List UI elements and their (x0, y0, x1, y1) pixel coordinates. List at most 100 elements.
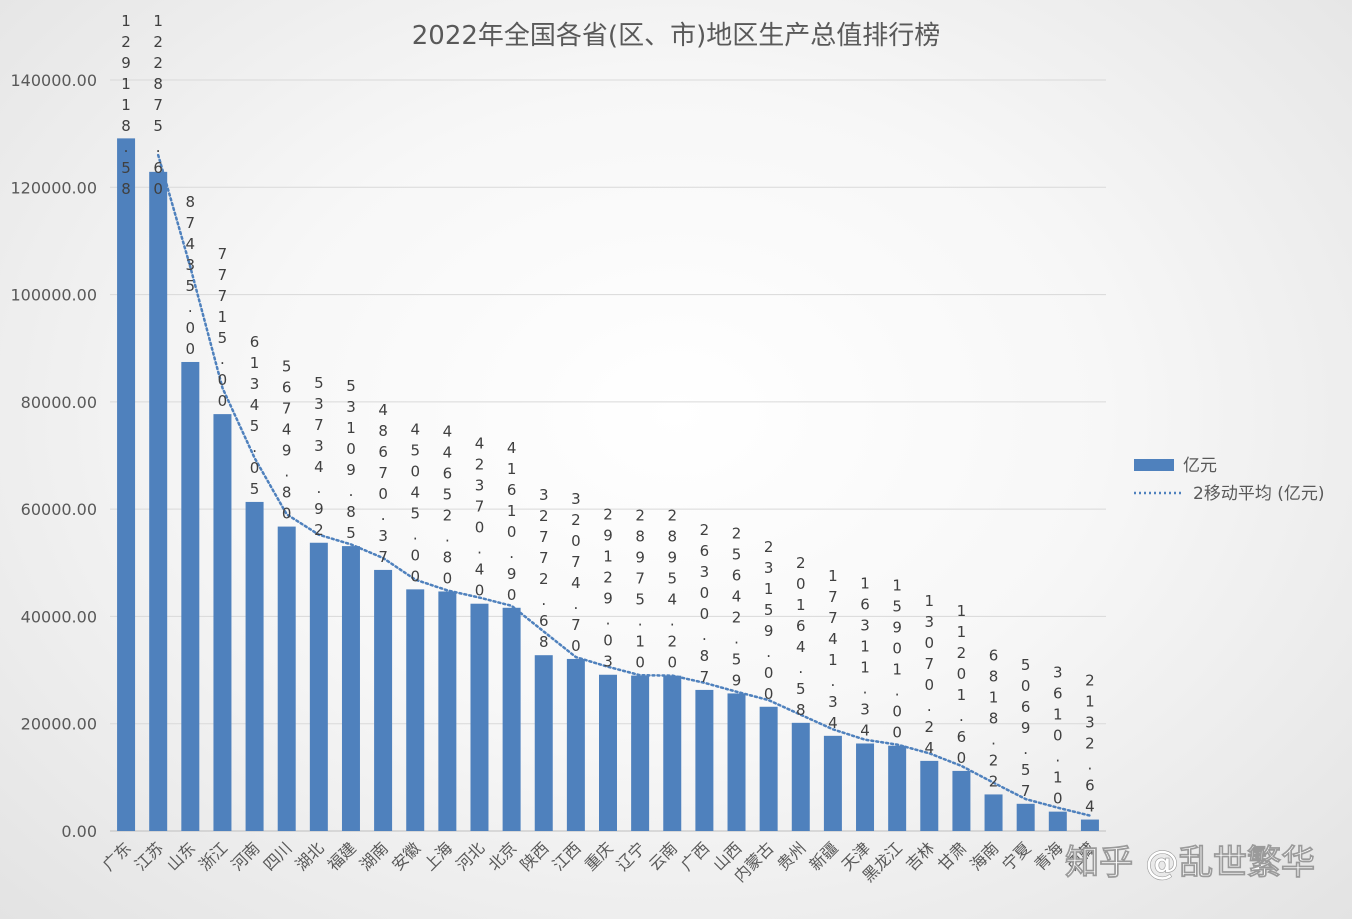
bar (1016, 803, 1035, 831)
y-tick-label: 0.00 (61, 822, 97, 841)
moving-average-line (156, 153, 1092, 817)
bar (984, 794, 1003, 831)
bar (149, 171, 168, 831)
bar (438, 591, 457, 831)
bar (695, 689, 714, 831)
x-tick-label: 山东 (163, 838, 199, 874)
bar (309, 542, 328, 831)
y-tick-label: 40000.00 (21, 607, 97, 626)
bar (341, 546, 360, 831)
bar (470, 603, 489, 831)
bar-series (117, 138, 1099, 832)
x-tick-label: 湖南 (356, 838, 392, 874)
legend-label-bar: 亿元 (1183, 456, 1217, 476)
bar (727, 693, 746, 831)
bar (534, 655, 553, 831)
y-tick-label: 100000.00 (10, 286, 97, 305)
bar (631, 675, 650, 831)
x-tick-label: 河北 (452, 838, 488, 874)
x-tick-label: 广东 (99, 838, 135, 874)
x-tick-label: 陕西 (516, 838, 552, 874)
bar (406, 589, 425, 831)
x-tick-label: 贵州 (774, 838, 810, 874)
x-tick-label: 宁夏 (998, 838, 1034, 874)
bar (374, 569, 393, 831)
x-tick-label: 安徽 (388, 838, 424, 874)
data-labels: 1 2 9 1 1 8. 5 8 1 2 2 8 7 5. 6 0 8 7 4 3 5. 0 0 7 7 7 1 5. 0 0 6 1 3 4 5.… (121, 12, 1094, 816)
legend-swatch-bar (1134, 459, 1174, 471)
x-tick-label: 上海 (420, 838, 456, 874)
bar (1048, 811, 1067, 831)
x-tick-label: 四川 (259, 838, 295, 874)
bar (566, 658, 585, 831)
watermark-text: 知乎 @乱世繁华 (1065, 843, 1315, 883)
bar (277, 526, 296, 831)
x-tick-label: 江苏 (131, 838, 167, 874)
x-tick-label: 新疆 (806, 838, 842, 874)
x-tick-label: 吉林 (902, 838, 938, 874)
x-tick-label: 湖北 (292, 838, 328, 874)
chart-title: 2022年全国各省(区、市)地区生产总值排行榜 (412, 21, 940, 51)
bar (791, 722, 810, 831)
legend-label-line: 2移动平均 (亿元) (1193, 484, 1324, 504)
y-tick-label: 140000.00 (10, 71, 97, 90)
bar (502, 607, 521, 831)
bar (599, 674, 617, 831)
y-axis-ticks: 0.00 20000.00 40000.00 60000.00 80000.00 1000… (10, 71, 97, 841)
bar (759, 706, 778, 831)
bar (213, 414, 232, 831)
legend: 亿元 2移动平均 (亿元) (1134, 456, 1324, 504)
y-tick-label: 80000.00 (21, 393, 97, 412)
moving-average-series (156, 153, 1092, 817)
bar (663, 675, 682, 831)
bar (888, 745, 907, 831)
bar (117, 138, 136, 832)
x-tick-label: 海南 (966, 838, 1002, 874)
bar (920, 760, 939, 831)
bar (856, 743, 875, 831)
x-tick-label: 重庆 (581, 838, 617, 874)
x-tick-label: 浙江 (195, 838, 231, 874)
y-tick-label: 20000.00 (21, 715, 97, 734)
bar (245, 501, 264, 831)
x-tick-label: 云南 (645, 838, 681, 874)
y-tick-label: 120000.00 (10, 178, 97, 197)
x-tick-label: 江西 (549, 838, 585, 874)
bar (1080, 819, 1099, 831)
x-tick-label: 青海 (1031, 838, 1067, 874)
y-tick-label: 60000.00 (21, 500, 97, 519)
x-tick-label: 广西 (677, 838, 713, 874)
bar (952, 770, 971, 831)
x-axis-ticks: 广东江苏山东浙江河南四川湖北福建湖南安徽上海河北北京陕西江西重庆辽宁云南广西山西… (99, 838, 1099, 885)
x-tick-label: 辽宁 (613, 838, 649, 874)
